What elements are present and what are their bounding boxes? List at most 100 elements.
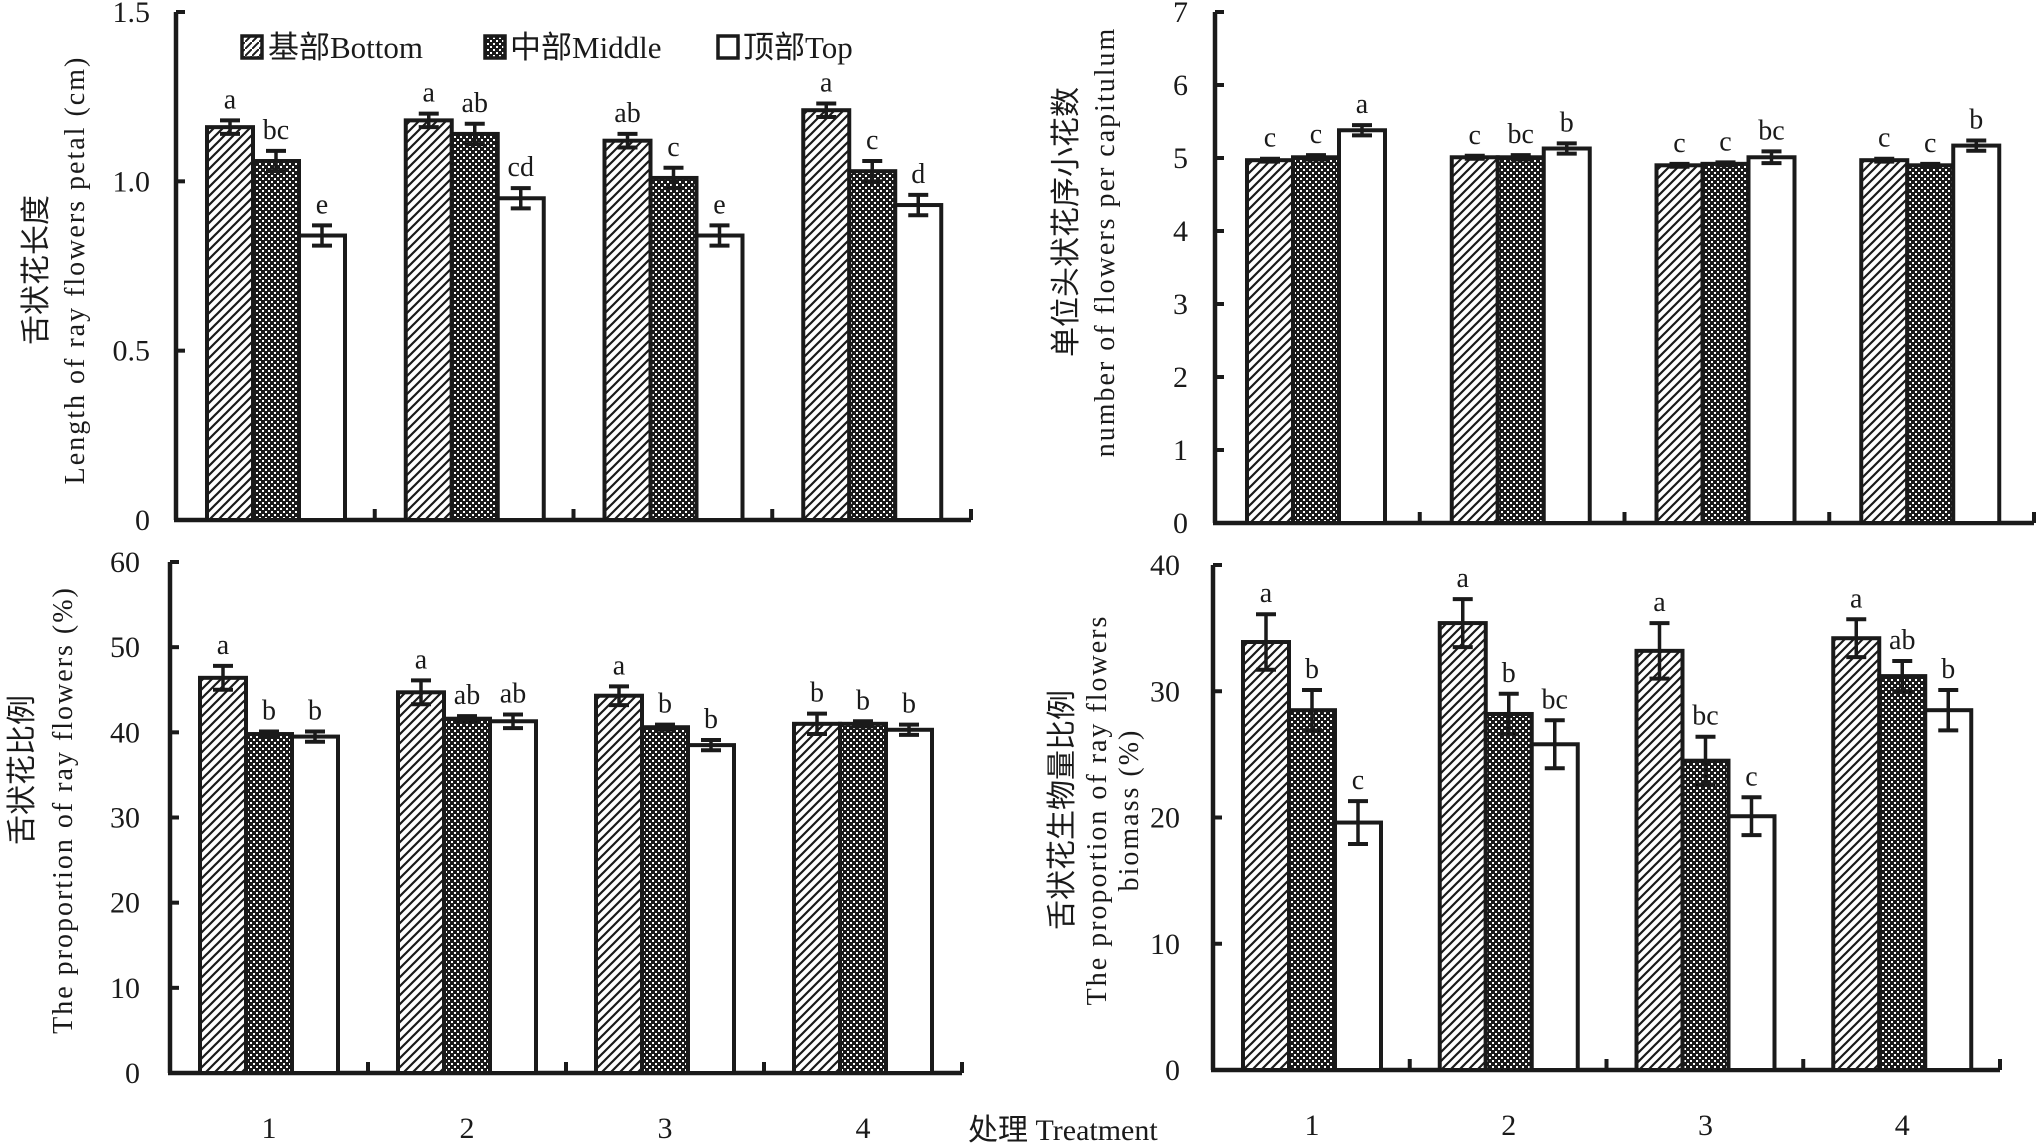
significance-label: b bbox=[856, 685, 870, 716]
bar-rect bbox=[1700, 161, 1751, 525]
bar-middle: bc bbox=[251, 115, 301, 522]
bar-bottom: a bbox=[1241, 578, 1291, 1072]
bar-rect bbox=[449, 131, 500, 522]
bar-rect bbox=[1337, 128, 1387, 525]
significance-label: c bbox=[1719, 126, 1731, 157]
y-tick-label: 0 bbox=[1173, 507, 1188, 540]
y-tick-label: 0 bbox=[135, 504, 150, 537]
bar-rect bbox=[205, 125, 255, 522]
x-axis-title: 处理 Treatment bbox=[968, 1114, 1158, 1144]
significance-label: b bbox=[658, 689, 672, 720]
ylabel-ray-flower-biomass: 舌状花生物量比例 The proportion of ray flowers b… bbox=[1046, 615, 1145, 1006]
ylabel-petal-length: 舌状花长度 Length of ray flowers petal (cm) bbox=[20, 56, 91, 485]
ylabel-cn: 舌状花长度 bbox=[20, 195, 53, 345]
significance-label: b bbox=[1941, 654, 1955, 685]
bar-top: d bbox=[893, 159, 944, 522]
significance-label: bc bbox=[263, 115, 289, 146]
ylabel-en: The proportion of ray flowers bbox=[1082, 615, 1113, 1006]
bar-top: b bbox=[1951, 104, 2002, 525]
significance-label: d bbox=[911, 159, 925, 190]
y-tick-label: 1.5 bbox=[113, 0, 151, 29]
legend-label: 顶部Top bbox=[743, 30, 853, 65]
ylabel-cn: 舌状花比例 bbox=[6, 695, 39, 845]
bar-rect bbox=[396, 690, 446, 1075]
bar-rect bbox=[847, 169, 898, 522]
significance-label: c bbox=[1310, 119, 1322, 150]
category-label: 3 bbox=[1698, 1109, 1713, 1142]
y-tick-label: 0.5 bbox=[113, 335, 151, 368]
significance-label: c bbox=[1352, 765, 1364, 796]
bar-rect bbox=[1449, 155, 1500, 526]
bar-rect bbox=[403, 118, 454, 523]
y-tick-label: 30 bbox=[110, 802, 140, 835]
bar-rect bbox=[838, 721, 888, 1075]
ylabel-ray-flower-proportion: 舌状花比例 The proportion of ray flowers (%) bbox=[6, 586, 79, 1034]
bar-rect bbox=[1529, 742, 1580, 1073]
ylabel-en-line2: biomass (%) bbox=[1114, 729, 1145, 892]
bar-top: b bbox=[1923, 654, 1974, 1072]
bar-rect bbox=[1541, 146, 1592, 525]
bar-rect bbox=[893, 203, 944, 522]
significance-label: a bbox=[1457, 563, 1470, 594]
bar-middle: b bbox=[1287, 654, 1337, 1072]
y-tick-label: 10 bbox=[1150, 928, 1180, 961]
significance-label: ab bbox=[500, 678, 526, 709]
bar-rect bbox=[1333, 820, 1383, 1072]
y-tick-label: 5 bbox=[1173, 142, 1188, 175]
bar-top: c bbox=[1333, 765, 1383, 1072]
significance-label: b bbox=[308, 695, 322, 726]
significance-label: c bbox=[1469, 120, 1481, 151]
significance-label: ab bbox=[462, 88, 488, 119]
bar-rect bbox=[1923, 708, 1974, 1072]
legend-swatch-cross-icon bbox=[483, 34, 507, 60]
bar-rect bbox=[1287, 708, 1337, 1072]
bar-bottom: c bbox=[1654, 128, 1705, 526]
bar-bottom: b bbox=[792, 678, 842, 1075]
y-tick-label: 3 bbox=[1173, 288, 1188, 321]
y-tick-label: 40 bbox=[110, 716, 140, 749]
ylabel-en: Length of ray flowers petal (cm) bbox=[60, 56, 91, 485]
significance-label: b bbox=[704, 704, 718, 735]
bar-middle: c bbox=[1905, 128, 1956, 526]
bar-rect bbox=[495, 196, 546, 522]
bar-rect bbox=[694, 233, 745, 523]
bar-rect bbox=[1291, 155, 1341, 526]
bar-bottom: a bbox=[1634, 587, 1685, 1072]
bar-rect bbox=[1680, 758, 1731, 1072]
y-tick-label: 20 bbox=[110, 887, 140, 920]
bar-bottom: a bbox=[198, 630, 248, 1075]
bar-top: b bbox=[884, 689, 934, 1075]
bar-rect bbox=[1483, 711, 1534, 1072]
y-tick-label: 20 bbox=[1150, 802, 1180, 835]
y-tick-label: 7 bbox=[1173, 0, 1188, 29]
category-label: 4 bbox=[856, 1112, 871, 1144]
bar-rect bbox=[1241, 640, 1291, 1072]
bar-top: c bbox=[1726, 761, 1777, 1072]
bar-rect bbox=[648, 175, 699, 523]
y-tick-label: 2 bbox=[1173, 361, 1188, 394]
significance-label: c bbox=[1924, 128, 1936, 159]
y-tick-label: 60 bbox=[110, 546, 140, 579]
bar-top: b bbox=[290, 695, 340, 1075]
bar-bottom: c bbox=[1859, 123, 1910, 525]
bar-rect bbox=[244, 732, 294, 1076]
significance-label: ab bbox=[454, 680, 480, 711]
significance-label: a bbox=[1850, 583, 1863, 614]
bar-rect bbox=[251, 159, 301, 522]
significance-label: b bbox=[262, 695, 276, 726]
significance-label: cd bbox=[508, 152, 534, 183]
bar-rect bbox=[640, 725, 690, 1075]
bar-rect bbox=[884, 727, 934, 1075]
significance-label: e bbox=[713, 189, 725, 220]
bar-middle: bc bbox=[1680, 701, 1731, 1072]
bar-rect bbox=[442, 716, 492, 1075]
bar-rect bbox=[602, 138, 653, 522]
bar-top: ab bbox=[488, 678, 538, 1075]
category-label: 4 bbox=[1895, 1109, 1910, 1142]
bar-top: e bbox=[694, 189, 745, 523]
significance-label: b bbox=[902, 689, 916, 720]
category-label: 1 bbox=[1305, 1109, 1320, 1142]
category-label: 2 bbox=[1501, 1109, 1516, 1142]
